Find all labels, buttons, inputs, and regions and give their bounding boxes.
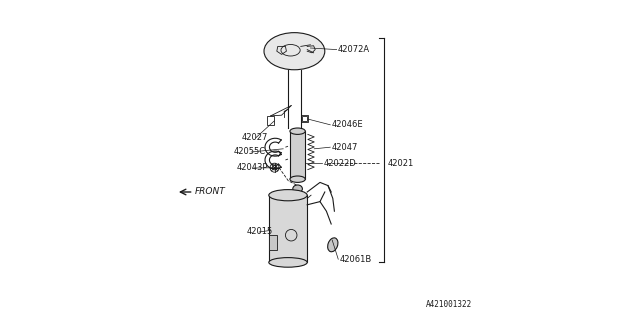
Text: 42072A: 42072A — [338, 45, 370, 54]
Bar — [269, 235, 276, 250]
Text: A421001322: A421001322 — [426, 300, 472, 309]
Text: 42015: 42015 — [246, 228, 273, 236]
Ellipse shape — [269, 189, 307, 201]
Ellipse shape — [264, 33, 324, 70]
Text: 42047: 42047 — [332, 143, 358, 152]
Ellipse shape — [290, 176, 305, 182]
Text: 42055C: 42055C — [234, 148, 266, 156]
Ellipse shape — [292, 185, 303, 193]
Text: 42022D: 42022D — [323, 159, 356, 168]
Bar — [269, 195, 307, 262]
Text: 42061B: 42061B — [339, 255, 371, 264]
Ellipse shape — [269, 258, 307, 267]
Text: 42021: 42021 — [388, 159, 414, 168]
Text: 42027: 42027 — [242, 133, 268, 142]
Bar — [290, 131, 305, 179]
Text: FRONT: FRONT — [195, 188, 225, 196]
Bar — [301, 115, 308, 122]
Ellipse shape — [290, 128, 305, 134]
Ellipse shape — [328, 238, 338, 252]
Text: 42046E: 42046E — [332, 120, 363, 129]
Bar — [302, 116, 307, 121]
Text: 42043P: 42043P — [237, 164, 268, 172]
